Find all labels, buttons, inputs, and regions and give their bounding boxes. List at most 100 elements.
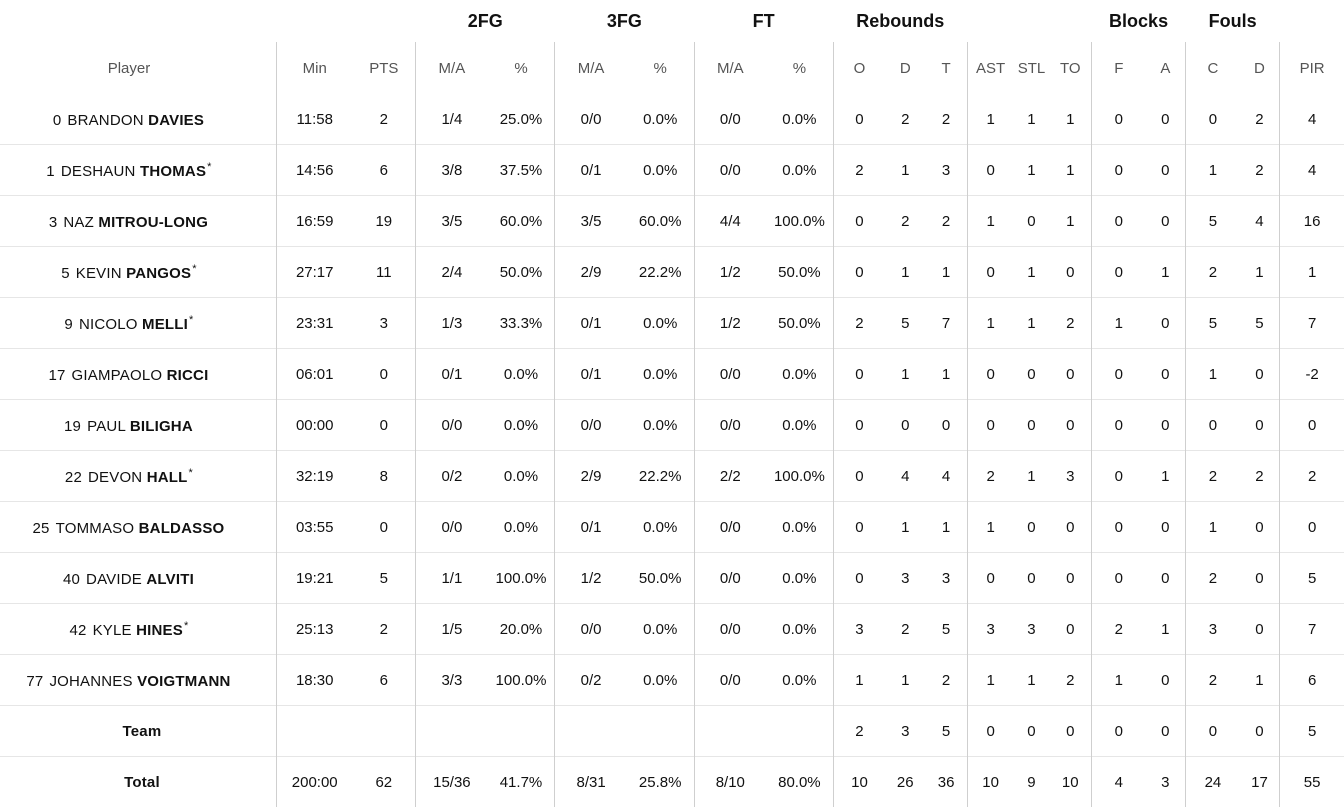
cell-foul-d: 0	[1240, 553, 1280, 604]
col-ft-ma[interactable]: M/A	[694, 42, 766, 94]
cell-foul-d: 2	[1240, 94, 1280, 145]
col-2fg-pct[interactable]: %	[488, 42, 555, 94]
cell-pir: 16	[1280, 196, 1344, 247]
cell-ast: 0	[967, 247, 1013, 298]
player-last-name: MELLI	[142, 316, 188, 333]
starter-marker: *	[184, 620, 188, 632]
cell-reb-d: 4	[885, 451, 925, 502]
cell-to: 0	[1049, 502, 1091, 553]
col-pts[interactable]: PTS	[353, 42, 416, 94]
cell-foul-c: 1	[1186, 502, 1240, 553]
starter-marker: *	[192, 263, 196, 275]
col-to[interactable]: TO	[1049, 42, 1091, 94]
cell-fg3-pct: 0.0%	[627, 502, 694, 553]
cell-foul-c: 3	[1186, 604, 1240, 655]
col-2fg-ma[interactable]: M/A	[416, 42, 488, 94]
cell-ft-pct: 50.0%	[766, 247, 833, 298]
cell-fg3-ma: 0/1	[555, 349, 627, 400]
cell-foul-d: 17	[1240, 757, 1280, 807]
cell-reb-d: 2	[885, 604, 925, 655]
cell-reb-d: 2	[885, 196, 925, 247]
cell-fg2-ma: 0/1	[416, 349, 488, 400]
col-reb-o[interactable]: O	[833, 42, 885, 94]
col-stl[interactable]: STL	[1013, 42, 1049, 94]
col-3fg-pct[interactable]: %	[627, 42, 694, 94]
cell-fg3-ma: 0/0	[555, 400, 627, 451]
player-first-name: JOHANNES	[49, 673, 132, 690]
group-3fg: 3FG	[555, 0, 694, 42]
cell-stl: 0	[1013, 400, 1049, 451]
cell-foul-d: 0	[1240, 502, 1280, 553]
player-last-name: PANGOS	[126, 265, 191, 282]
cell-blk-a: 0	[1146, 400, 1186, 451]
col-blk-a[interactable]: A	[1146, 42, 1186, 94]
cell-ft-ma: 1/2	[694, 247, 766, 298]
col-pir[interactable]: PIR	[1280, 42, 1344, 94]
cell-ast: 10	[967, 757, 1013, 807]
cell-reb-d: 1	[885, 145, 925, 196]
cell-blk-a: 1	[1146, 604, 1186, 655]
player-number: 5	[61, 265, 70, 282]
cell-to: 0	[1049, 400, 1091, 451]
cell-foul-d: 1	[1240, 655, 1280, 706]
cell-ft-pct: 0.0%	[766, 502, 833, 553]
col-ast[interactable]: AST	[967, 42, 1013, 94]
player-first-name: DESHAUN	[61, 163, 136, 180]
col-reb-d[interactable]: D	[885, 42, 925, 94]
cell-blk-a: 1	[1146, 451, 1186, 502]
col-min[interactable]: Min	[276, 42, 352, 94]
cell-ft-pct: 0.0%	[766, 94, 833, 145]
cell-reb-o: 0	[833, 553, 885, 604]
player-last-name: BILIGHA	[130, 418, 193, 435]
cell-ft-pct: 0.0%	[766, 604, 833, 655]
cell-reb-t: 5	[925, 706, 967, 757]
cell-reb-d: 26	[885, 757, 925, 807]
col-ft-pct[interactable]: %	[766, 42, 833, 94]
col-foul-c[interactable]: C	[1186, 42, 1240, 94]
col-3fg-ma[interactable]: M/A	[555, 42, 627, 94]
cell-stl: 1	[1013, 298, 1049, 349]
cell-fg3-ma: 2/9	[555, 247, 627, 298]
cell-blk-a: 0	[1146, 706, 1186, 757]
col-foul-d[interactable]: D	[1240, 42, 1280, 94]
cell-fg3-ma: 0/0	[555, 94, 627, 145]
cell-foul-c: 2	[1186, 247, 1240, 298]
cell-fg3-ma: 0/1	[555, 298, 627, 349]
cell-blk-f: 2	[1092, 604, 1146, 655]
col-reb-t[interactable]: T	[925, 42, 967, 94]
cell-stl: 1	[1013, 655, 1049, 706]
col-player[interactable]: Player	[0, 42, 276, 94]
cell-ft-ma	[694, 706, 766, 757]
cell-ast: 0	[967, 553, 1013, 604]
cell-pts: 0	[353, 400, 416, 451]
cell-fg3-pct: 22.2%	[627, 247, 694, 298]
cell-min: 11:58	[276, 94, 352, 145]
cell-to: 1	[1049, 145, 1091, 196]
col-blk-f[interactable]: F	[1092, 42, 1146, 94]
player-number: 42	[69, 622, 86, 639]
